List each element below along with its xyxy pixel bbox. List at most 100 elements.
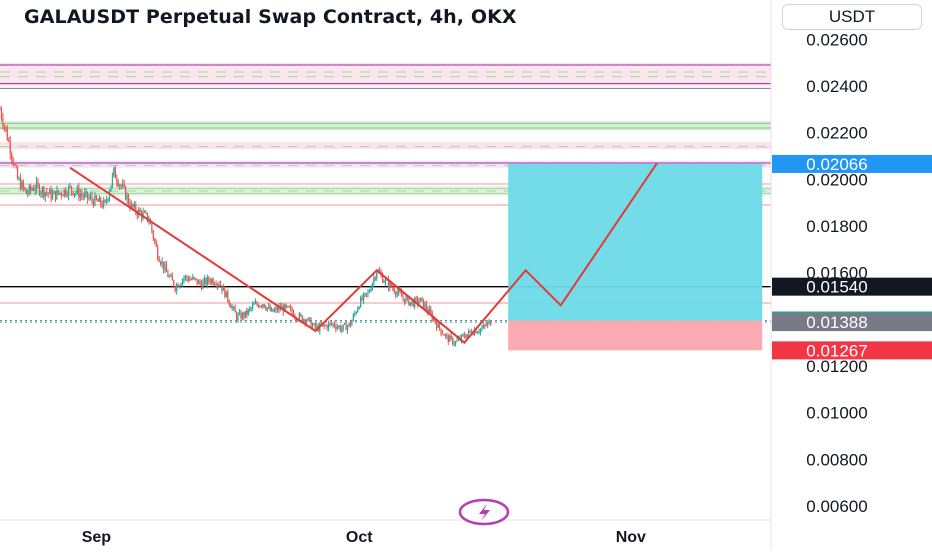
- candle-body: [92, 200, 95, 206]
- candle-body: [116, 178, 118, 183]
- currency-unit-button[interactable]: USDT: [782, 4, 922, 30]
- candle-body: [436, 322, 438, 328]
- candle-body: [66, 194, 68, 196]
- candle-body: [53, 191, 55, 194]
- candle-body: [75, 192, 77, 194]
- candle-body: [333, 323, 335, 327]
- candle-body: [301, 315, 303, 322]
- candle-body: [16, 167, 19, 179]
- candle-body: [345, 323, 347, 331]
- candle-body: [313, 323, 315, 325]
- watermark-bolt: [479, 504, 490, 521]
- candle-body: [122, 184, 124, 187]
- candle-body: [95, 195, 97, 200]
- candle-body: [155, 241, 157, 247]
- candle-body: [256, 302, 258, 305]
- candle-body: [187, 278, 189, 281]
- candle-body: [219, 284, 222, 286]
- candle-body: [119, 185, 121, 187]
- candle-body: [263, 304, 265, 308]
- y-tick-label: 0.01200: [806, 357, 867, 376]
- candle-body: [291, 308, 293, 313]
- candle-body: [139, 209, 141, 212]
- candle-body: [376, 272, 378, 279]
- candle-body: [243, 312, 245, 318]
- candle-body: [408, 296, 410, 306]
- candle-body: [367, 292, 369, 294]
- x-tick-label: Sep: [82, 529, 112, 546]
- candle-body: [323, 324, 325, 326]
- candle-body: [176, 284, 178, 291]
- candle-body: [237, 314, 239, 321]
- candle-body: [281, 306, 283, 309]
- zone-band: [0, 142, 771, 149]
- candle-body: [132, 204, 134, 208]
- candle-body: [199, 280, 201, 284]
- candle-body: [327, 323, 330, 329]
- price-tag-stop: [772, 341, 932, 360]
- candle-body: [450, 335, 452, 338]
- candle-body: [447, 335, 449, 342]
- candle-body: [485, 325, 487, 327]
- candle-body: [355, 312, 357, 314]
- candle-body: [460, 334, 463, 341]
- candle-body: [465, 336, 467, 338]
- candle-body: [6, 129, 8, 140]
- candle-body: [87, 191, 89, 199]
- candle-body: [348, 322, 350, 326]
- candle-body: [206, 277, 208, 285]
- candle-body: [22, 181, 24, 188]
- candle-body: [0, 109, 1, 111]
- candle-body: [189, 279, 191, 281]
- y-tick-label: 0.02600: [806, 30, 867, 49]
- candle-body: [82, 195, 84, 197]
- candle-body: [130, 204, 133, 208]
- candle-body: [2, 118, 4, 126]
- candle-body: [34, 188, 36, 191]
- candle-body: [165, 264, 168, 273]
- candle-body: [469, 330, 471, 332]
- candle-body: [162, 261, 165, 270]
- candle-body: [409, 302, 411, 306]
- candle-body: [352, 314, 354, 321]
- candle-body: [113, 167, 115, 175]
- candle-body: [332, 323, 334, 325]
- price-tag-previous_close: [772, 313, 932, 332]
- candles-layer: [0, 105, 492, 347]
- candle-body: [393, 288, 395, 293]
- candle-body: [63, 189, 65, 196]
- candle-body: [181, 279, 184, 284]
- candle-body: [126, 195, 128, 200]
- candle-body: [160, 261, 162, 265]
- projection-zigzag: [69, 162, 658, 345]
- candle-body: [307, 317, 309, 321]
- candle-body: [329, 323, 331, 325]
- candle-body: [246, 310, 248, 315]
- candle-body: [335, 326, 337, 329]
- candle-body: [357, 308, 359, 313]
- y-tick-label: 0.00600: [806, 497, 867, 516]
- candle-body: [69, 186, 71, 188]
- candle-body: [38, 185, 41, 195]
- candle-body: [133, 204, 135, 208]
- candle-body: [454, 341, 457, 344]
- candle-body: [400, 292, 403, 297]
- candle-body: [41, 187, 43, 193]
- candle-body: [341, 328, 343, 331]
- candle-body: [209, 281, 211, 283]
- candle-body: [19, 178, 22, 189]
- candle-body: [200, 283, 203, 289]
- candle-body: [98, 197, 100, 202]
- candle-body: [12, 159, 14, 165]
- candle-body: [171, 275, 173, 281]
- candle-body: [101, 204, 103, 207]
- candle-body: [481, 327, 483, 329]
- candle-body: [252, 304, 254, 308]
- candle-body: [30, 185, 32, 190]
- candle-body: [114, 167, 116, 179]
- candle-body: [316, 326, 318, 329]
- candle-body: [205, 278, 207, 285]
- candle-body: [9, 141, 11, 154]
- candle-body: [373, 277, 375, 284]
